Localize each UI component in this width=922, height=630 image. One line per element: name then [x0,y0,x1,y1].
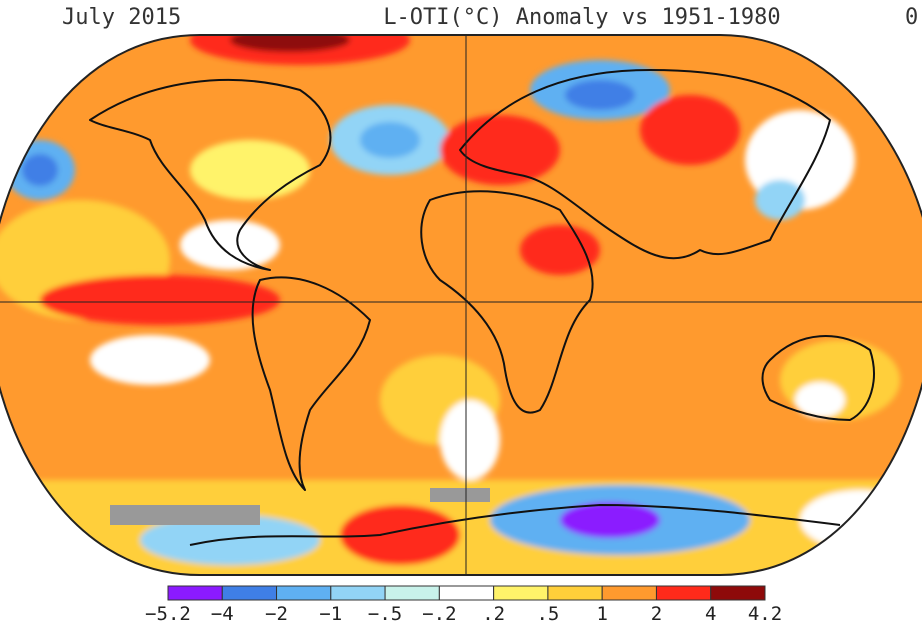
no-data-area [430,488,490,502]
colorbar-bin [655,585,712,601]
colorbar-label: −.2 [422,603,456,625]
map-title: L-OTI(°C) Anomaly vs 1951-1980 [383,5,780,30]
colorbar-label: .5 [536,603,559,625]
colorbar-bin [330,585,386,601]
colorbar-bin [276,585,332,601]
colorbar-bin [384,585,440,601]
colorbar-label: 2 [651,603,662,625]
colorbar-label: −2 [265,603,288,625]
colorbar-label: −1 [319,603,342,625]
colorbar-label: 4 [705,603,716,625]
global-mean: 0 [905,5,918,30]
colorbar: −5.2 −4 −2 −1 −.5 −.2 .2 .5 1 2 4 4.2 [145,585,782,625]
colorbar-bin [601,585,657,601]
colorbar-bin [438,585,495,601]
no-data-area [110,505,260,525]
colorbar-bin [710,585,766,601]
date-label: July 2015 [62,5,181,30]
colorbar-label: .2 [482,603,505,625]
colorbar-label: 1 [596,603,607,625]
colorbar-label: −.5 [368,603,402,625]
anomaly-field [0,35,922,575]
colorbar-bin [493,585,549,601]
colorbar-label: −5.2 [145,603,191,625]
colorbar-bin [167,585,223,601]
colorbar-label: −4 [211,603,234,625]
colorbar-bin [547,585,603,601]
colorbar-bin [221,585,278,601]
map-border [0,34,922,576]
colorbar-label: 4.2 [748,603,782,625]
coastlines [89,69,875,546]
